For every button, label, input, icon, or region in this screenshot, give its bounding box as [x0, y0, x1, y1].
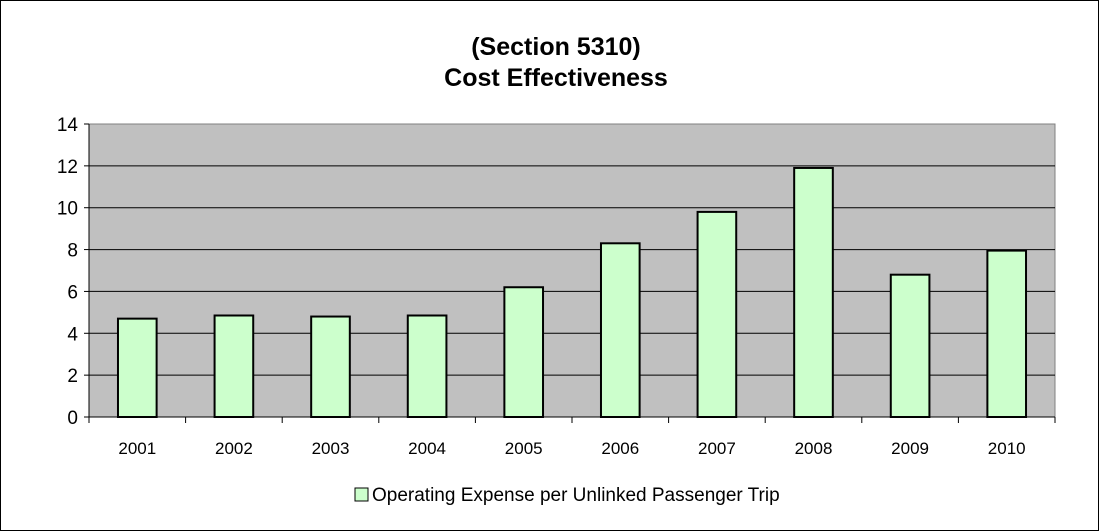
y-tick-label: 6 [67, 282, 78, 303]
axes [84, 123, 1056, 423]
x-tick-label: 2002 [215, 439, 253, 458]
x-tick-label: 2003 [312, 439, 350, 458]
legend-label: Operating Expense per Unlinked Passenger… [372, 485, 780, 506]
bar-2005 [503, 286, 545, 418]
bar-2007 [696, 210, 738, 418]
y-tick-labels: 0 2 4 6 8 10 12 14 [57, 115, 79, 429]
y-tick-label: 0 [67, 408, 78, 429]
y-tick-label: 4 [67, 324, 78, 345]
bar-2002 [213, 314, 255, 418]
bar-2008 [793, 166, 834, 418]
chart-title-line1: (Section 5310) [471, 33, 641, 61]
x-tick-label: 2006 [601, 439, 639, 458]
bar-2009 [889, 273, 931, 418]
chart-title-line2: Cost Effectiveness [444, 64, 668, 92]
x-tick-label: 2007 [698, 439, 736, 458]
y-tick-label: 14 [57, 115, 79, 136]
x-tick-label: 2001 [118, 439, 156, 458]
y-tick-label: 2 [67, 366, 78, 387]
legend: Operating Expense per Unlinked Passenger… [354, 485, 780, 506]
bars [116, 166, 1028, 418]
bar-2006 [599, 242, 641, 418]
bar-2001 [116, 317, 158, 418]
bar-2010 [986, 249, 1028, 418]
x-tick-label: 2004 [408, 439, 446, 458]
x-tick-label: 2008 [795, 439, 833, 458]
y-tick-label: 12 [57, 157, 78, 178]
x-tick-labels: 2001 2002 2003 2004 2005 2006 2007 2008 2009 2010 [118, 439, 1025, 458]
y-tick-label: 10 [57, 199, 78, 220]
bar-2004 [406, 314, 448, 418]
legend-swatch [354, 487, 369, 502]
x-tick-label: 2010 [988, 439, 1026, 458]
x-tick-label: 2005 [505, 439, 543, 458]
y-tick-label: 8 [67, 241, 78, 262]
bar-2003 [310, 315, 351, 418]
x-tick-label: 2009 [891, 439, 929, 458]
